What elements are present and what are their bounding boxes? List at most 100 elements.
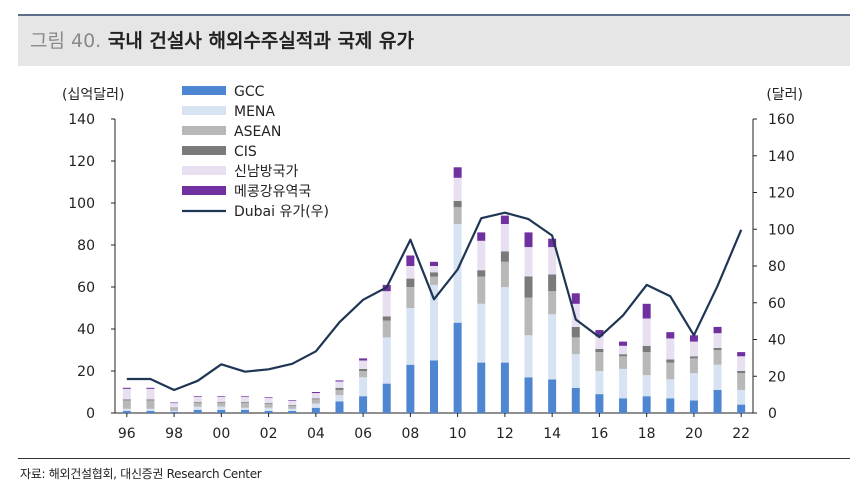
- bar-segment: [642, 303, 651, 319]
- bar-segment: [642, 352, 651, 376]
- x-tick-label: 18: [638, 426, 656, 442]
- bar-segment: [122, 399, 131, 401]
- bar-segment: [406, 287, 415, 308]
- bar-segment: [193, 402, 202, 407]
- bar-segment: [193, 401, 202, 403]
- bar-segment: [619, 345, 628, 355]
- bar-segment: [737, 373, 746, 390]
- right-tick-label: 120: [768, 186, 795, 202]
- bar-segment: [689, 373, 698, 401]
- legend-label: ASEAN: [234, 124, 281, 140]
- right-tick-label: 140: [768, 149, 795, 165]
- bar-segment: [406, 364, 415, 413]
- bar-segment: [548, 314, 557, 380]
- bar-segment: [689, 335, 698, 342]
- bar-segment: [713, 364, 722, 390]
- left-tick-label: 80: [77, 238, 95, 254]
- bar-segment: [666, 398, 675, 413]
- bar-segment: [430, 261, 438, 266]
- left-tick-label: 140: [68, 112, 95, 128]
- bar-segment: [571, 293, 580, 304]
- x-tick-label: 06: [354, 426, 372, 442]
- bar-segment: [453, 200, 462, 208]
- bar-segment: [217, 402, 226, 407]
- x-tick-label: 22: [732, 426, 750, 442]
- bar-segment: [335, 381, 344, 388]
- bar-segment: [453, 322, 462, 413]
- figure-number: 그림 40.: [30, 30, 102, 52]
- bar-segment: [524, 276, 533, 298]
- bar-segment: [170, 411, 179, 413]
- right-tick-label: 40: [768, 333, 786, 349]
- bar-segment: [571, 354, 580, 388]
- bar-segment: [642, 318, 651, 346]
- bar-segment: [595, 394, 604, 413]
- bar-segment: [170, 402, 179, 404]
- bar-segment: [453, 177, 462, 201]
- bar-segment: [524, 297, 533, 336]
- title-bar: 그림 40. 국내 건설사 해외수주실적과 국제 유가: [18, 14, 850, 66]
- bar-segment: [666, 359, 675, 363]
- bar-segment: [430, 276, 438, 285]
- bar-segment: [666, 362, 675, 380]
- right-tick-label: 100: [768, 222, 795, 238]
- bar-segment: [264, 403, 273, 408]
- bar-segment: [477, 270, 486, 277]
- left-tick-label: 40: [77, 322, 95, 338]
- bar-segment: [288, 405, 297, 409]
- bar-segment: [453, 167, 462, 178]
- bar-segment: [666, 338, 675, 360]
- bar-segment: [666, 379, 675, 399]
- x-tick-label: 96: [118, 426, 136, 442]
- bar-segment: [619, 354, 628, 357]
- bar-segment: [595, 348, 604, 353]
- legend-label: 메콩강유역국: [234, 184, 311, 200]
- bar-segment: [642, 396, 651, 413]
- figure-title-text: 국내 건설사 해외수주실적과 국제 유가: [107, 30, 414, 52]
- dubai-oil-price-line: [126, 211, 743, 392]
- bar-segment: [500, 215, 509, 224]
- bar-segment: [571, 387, 580, 413]
- bar-segment: [406, 266, 415, 279]
- legend-swatch: [182, 126, 226, 135]
- bar-segment: [311, 403, 320, 408]
- legend-label: CIS: [234, 144, 257, 160]
- bar-segment: [713, 350, 722, 365]
- bar-segment: [619, 398, 628, 413]
- bar-segment: [430, 284, 438, 361]
- bar-segment: [500, 287, 509, 363]
- bar-segment: [311, 398, 320, 400]
- bar-segment: [595, 352, 604, 371]
- bar-segment: [548, 291, 557, 315]
- bar-segment: [335, 387, 344, 390]
- bar-segment: [240, 395, 249, 397]
- bar-segment: [595, 330, 604, 337]
- bar-segment: [240, 402, 249, 408]
- bar-segment: [430, 266, 438, 273]
- bar-segment: [240, 407, 249, 410]
- bar-segment: [240, 409, 249, 413]
- bar-segment: [335, 395, 344, 402]
- left-tick-label: 100: [68, 196, 95, 212]
- bar-segment: [619, 341, 628, 346]
- bar-segment: [264, 402, 273, 404]
- left-tick-label: 120: [68, 154, 95, 170]
- bar-segment: [571, 326, 580, 338]
- bar-segment: [595, 371, 604, 395]
- bar-segment: [713, 326, 722, 334]
- bar-segment: [311, 393, 320, 399]
- bar-segment: [571, 303, 580, 327]
- legend-swatch: [182, 146, 226, 155]
- bar-segment: [311, 407, 320, 413]
- bar-segment: [713, 333, 722, 348]
- legend-label: Dubai 유가(우): [234, 204, 329, 220]
- bar-segment: [193, 406, 202, 410]
- bar-segment: [382, 337, 391, 384]
- figure-title: 그림 40. 국내 건설사 해외수주실적과 국제 유가: [30, 26, 414, 53]
- bar-segment: [548, 274, 557, 292]
- bar-segment: [335, 401, 344, 413]
- legend-swatch: [182, 186, 226, 195]
- right-tick-label: 80: [768, 259, 786, 275]
- bar-segment: [240, 396, 249, 402]
